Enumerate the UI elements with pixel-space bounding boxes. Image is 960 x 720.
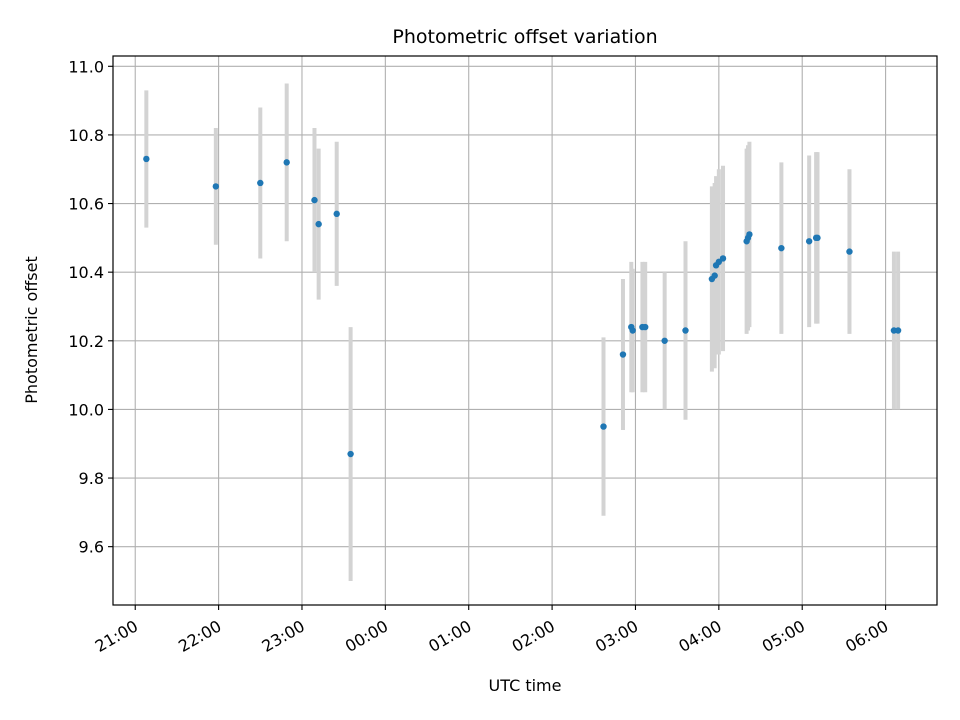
data-point <box>212 183 220 190</box>
y-tick-label: 10.8 <box>68 126 104 145</box>
y-tick-label: 9.8 <box>79 469 104 488</box>
data-point <box>333 210 340 218</box>
y-tick-label: 10.2 <box>68 332 104 351</box>
data-point <box>257 179 264 187</box>
data-point <box>805 238 813 245</box>
y-tick-label: 11.0 <box>68 57 104 76</box>
data-point <box>814 234 821 242</box>
y-tick-label: 10.0 <box>68 400 104 419</box>
data-point <box>641 323 649 331</box>
data-point <box>619 351 627 358</box>
y-tick-label: 10.6 <box>68 195 104 214</box>
data-point <box>629 327 636 334</box>
data-point <box>778 244 785 252</box>
data-point <box>143 155 150 163</box>
data-points <box>143 155 902 458</box>
data-point <box>682 327 689 334</box>
data-point <box>746 231 753 238</box>
data-point <box>719 255 727 262</box>
chart-title: Photometric offset variation <box>392 26 657 48</box>
grid <box>113 56 937 605</box>
data-point <box>711 272 718 279</box>
data-point <box>283 159 290 166</box>
y-tick-label: 10.4 <box>68 263 104 282</box>
x-axis-label: UTC time <box>489 676 562 695</box>
data-point <box>894 327 902 334</box>
data-point <box>347 450 354 458</box>
data-point <box>600 423 607 430</box>
y-tick-label: 9.6 <box>79 538 104 557</box>
y-axis-ticks: 9.6 9.8 10.0 10.2 10.4 10.6 10.8 11.0 <box>68 57 113 557</box>
data-point <box>311 196 318 204</box>
y-axis-label: Photometric offset <box>22 256 41 404</box>
data-point <box>846 248 853 255</box>
data-point <box>661 337 668 344</box>
data-point <box>315 220 322 228</box>
plot-frame <box>112 55 938 606</box>
